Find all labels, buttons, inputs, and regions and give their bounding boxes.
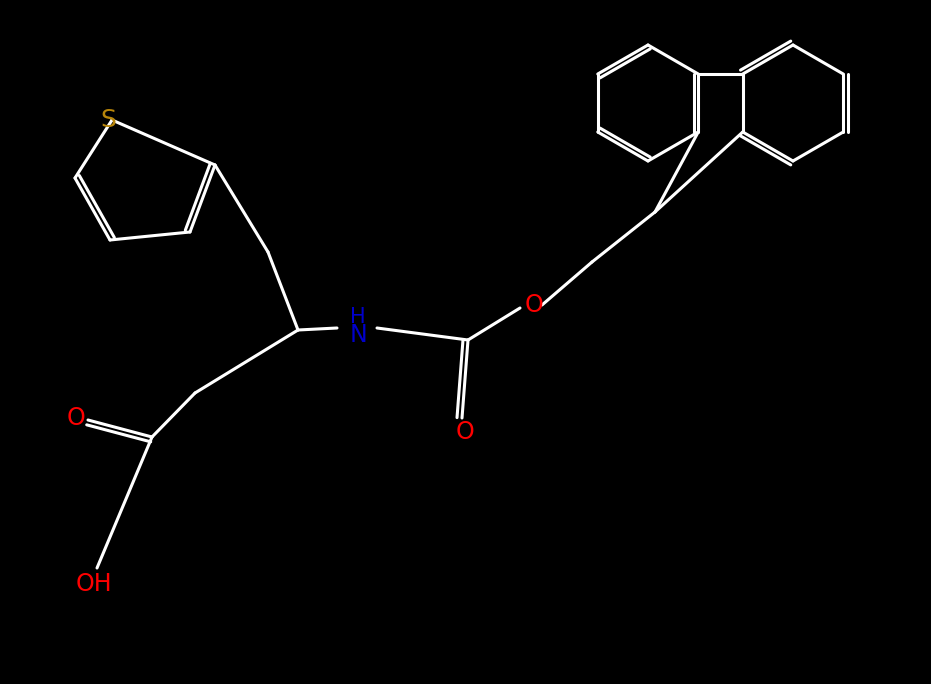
Text: OH: OH — [75, 572, 113, 596]
Text: O: O — [67, 406, 86, 430]
Text: S: S — [100, 108, 116, 132]
Text: O: O — [525, 293, 544, 317]
Text: O: O — [455, 420, 475, 444]
Text: H: H — [350, 307, 366, 327]
Text: N: N — [349, 323, 367, 347]
